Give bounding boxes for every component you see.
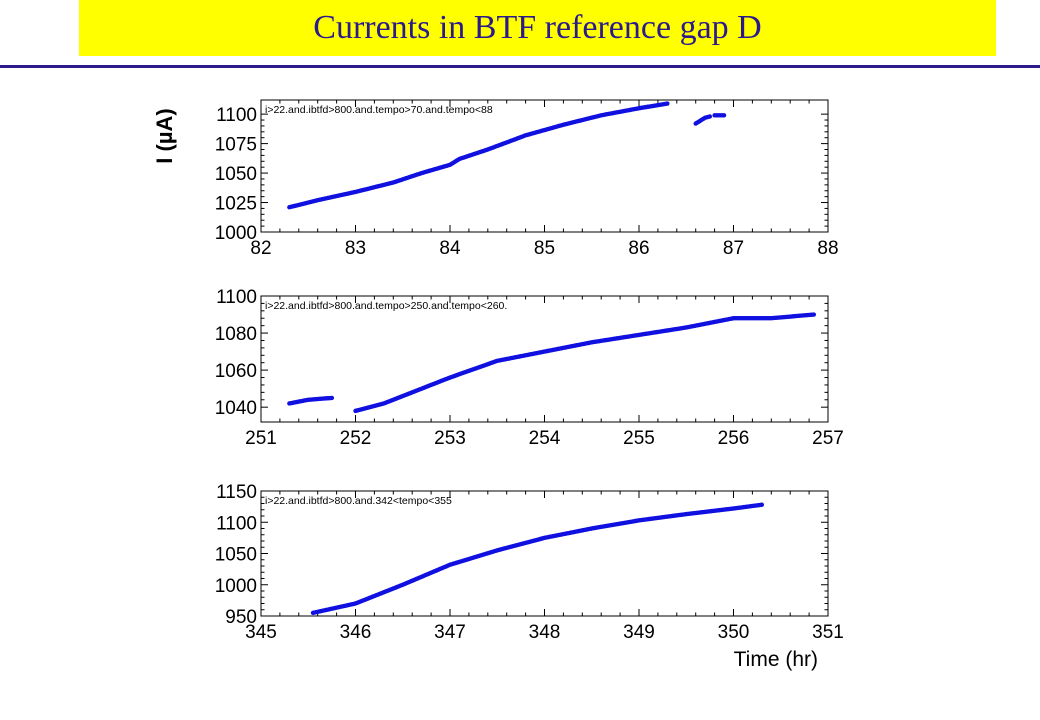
data-point — [707, 114, 713, 119]
x-tick-label: 347 — [434, 622, 466, 643]
x-tick-label: 251 — [245, 428, 277, 449]
y-tick-label: 1100 — [216, 287, 257, 308]
data-point — [811, 312, 817, 317]
data-series-1-segment-2 — [693, 114, 713, 126]
data-point — [759, 502, 765, 507]
x-tick-label: 86 — [628, 238, 649, 259]
y-tick-label: 950 — [225, 607, 257, 628]
x-tick-label: 253 — [434, 428, 466, 449]
x-tick-label: 351 — [812, 622, 844, 643]
y-tick-label: 1025 — [215, 194, 257, 215]
x-tick-label: 85 — [534, 238, 555, 259]
y-tick-label: 1050 — [215, 164, 257, 185]
x-tick-label: 88 — [817, 238, 838, 259]
data-series-2-segment-1 — [287, 395, 335, 406]
x-tick-label: 255 — [623, 428, 655, 449]
y-tick-label: 1080 — [215, 324, 257, 345]
x-tick-label: 254 — [529, 428, 561, 449]
title-divider — [0, 65, 1040, 68]
x-tick-label: 348 — [529, 622, 561, 643]
y-tick-label: 1040 — [215, 398, 257, 419]
x-tick-label: 84 — [439, 238, 461, 259]
data-series-2-segment-3 — [731, 312, 817, 321]
plot-frame-3 — [260, 490, 829, 617]
y-tick-label: 1050 — [215, 545, 257, 566]
cut-annotation-3: i>22.and.ibtfd>800.and.342<tempo<355 — [265, 495, 452, 507]
plot-frame-1 — [260, 99, 829, 233]
cut-annotation-1: i>22.and.ibtfd>800.and.tempo>70.and.temp… — [265, 104, 493, 116]
y-tick-label: 1100 — [216, 513, 257, 534]
plot-frame-2 — [260, 295, 829, 423]
data-point — [329, 395, 335, 401]
x-tick-label: 257 — [812, 428, 844, 449]
x-tick-label: 350 — [718, 622, 750, 643]
data-series-2-segment-2 — [353, 316, 736, 414]
data-series-3-segment-1 — [310, 502, 765, 616]
y-tick-label: 1075 — [215, 135, 257, 156]
data-point — [665, 101, 670, 106]
x-tick-label: 345 — [245, 622, 277, 643]
y-tick-label: 1000 — [215, 223, 257, 244]
y-tick-label: 1060 — [215, 361, 257, 382]
x-tick-label: 346 — [340, 622, 372, 643]
x-tick-label: 82 — [250, 238, 271, 259]
x-axis-label: Time (hr) — [734, 648, 818, 671]
y-tick-label: 1100 — [216, 105, 257, 126]
y-axis-label: I (µA) — [152, 108, 177, 163]
data-series-1-segment-3 — [712, 113, 727, 118]
data-series-1-segment-1 — [287, 101, 670, 210]
data-point — [721, 113, 727, 118]
x-tick-label: 349 — [623, 622, 655, 643]
page-title: Currents in BTF reference gap D — [313, 9, 762, 46]
x-tick-label: 87 — [723, 238, 744, 259]
title-banner: Currents in BTF reference gap D — [79, 0, 996, 56]
x-tick-label: 252 — [340, 428, 372, 449]
x-tick-label: 83 — [345, 238, 366, 259]
cut-annotation-2: i>22.and.ibtfd>800.and.tempo>250.and.tem… — [265, 300, 507, 312]
y-tick-label: 1000 — [215, 576, 257, 597]
y-tick-label: 1150 — [216, 482, 257, 503]
x-tick-label: 256 — [718, 428, 750, 449]
